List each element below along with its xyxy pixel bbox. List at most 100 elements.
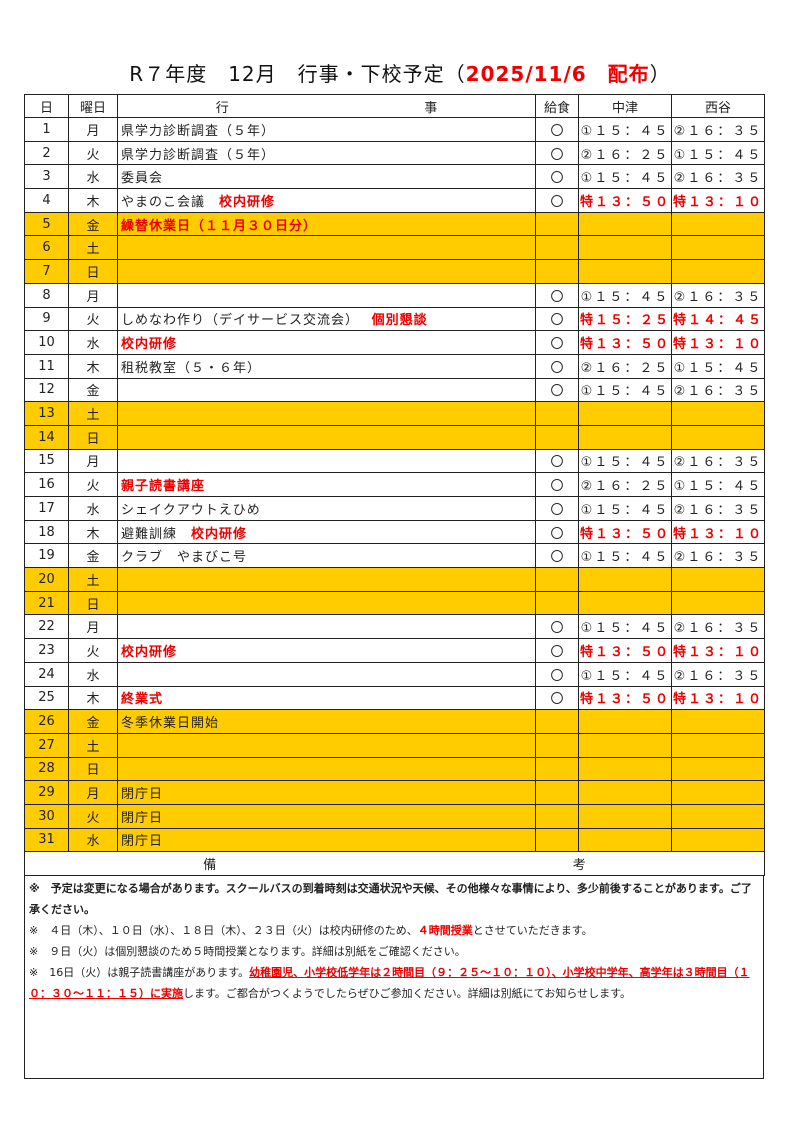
nakatsu-time: ①１５：４５ [578,282,672,308]
nakatsu-time: 特１３：５０ [578,188,672,213]
table-row: 7 日 [24,259,765,284]
schedule-table: 日 曜日 行事 給食 中津 西谷 1 月 県学力診断調査（５年） 〇 ①１５：４… [24,94,765,877]
day-cell: 31 [24,827,69,853]
event-cell [117,614,536,640]
table-row: 5 金 繰替休業日（１１月３０日分） [24,211,765,237]
header-nishidani: 西谷 [671,94,765,118]
day-cell: 16 [24,472,69,497]
day-cell: 11 [24,353,69,379]
weekday-cell: 月 [68,282,118,308]
nakatsu-time: ①１５：４５ [578,377,672,403]
table-row: 27 土 [24,732,765,758]
day-cell: 9 [24,306,69,332]
weekday-cell: 月 [68,614,118,640]
event-cell [117,590,536,616]
weekday-cell: 土 [68,567,118,592]
table-row: 8 月 〇 ①１５：４５ ②１６：３５ [24,282,765,308]
lunch-cell: 〇 [535,188,579,213]
weekday-cell: 金 [68,543,118,569]
nishidani-time: ②１６：３５ [671,614,765,640]
lunch-cell [535,756,579,782]
event-cell: 租税教室（５・６年） [117,353,536,379]
nishidani-time: ②１６：３５ [671,282,765,308]
event-cell: 終業式 [117,685,536,711]
nakatsu-time [578,709,672,734]
event-cell: 避難訓練 校内研修 [117,519,536,545]
weekday-cell: 日 [68,424,118,450]
weekday-cell: 火 [68,803,118,829]
nishidani-time [671,590,765,616]
day-cell: 26 [24,709,69,734]
event-cell: 冬季休業日開始 [117,709,536,734]
weekday-cell: 月 [68,117,118,142]
day-cell: 13 [24,401,69,426]
lunch-cell: 〇 [535,496,579,521]
table-row: 10 水 校内研修 〇 特１３：５０ 特１３：１０ [24,330,765,355]
day-cell: 25 [24,685,69,711]
lunch-cell: 〇 [535,164,579,190]
table-row: 16 火 親子読書講座 〇 ②１６：２５ ①１５：４５ [24,472,765,497]
note-item: ※ 16日（火）は親子読書講座があります。幼稚園児、小学校低学年は２時間目（９：… [29,966,750,1000]
lunch-cell [535,424,579,450]
event-cell [117,567,536,592]
day-cell: 24 [24,661,69,687]
event-cell [117,424,536,450]
weekday-cell: 日 [68,259,118,284]
event-cell: 委員会 [117,164,536,190]
nakatsu-time [578,259,672,284]
event-cell [117,448,536,474]
nishidani-time: 特１３：１０ [671,519,765,545]
weekday-cell: 火 [68,638,118,663]
table-row: 2 火 県学力診断調査（５年） 〇 ②１６：２５ ①１５：４５ [24,140,765,166]
lunch-cell: 〇 [535,543,579,569]
table-row: 9 火 しめなわ作り（デイサービス交流会） 個別懇談 〇 特１５：２５ 特１４：… [24,306,765,332]
weekday-cell: 水 [68,164,118,190]
day-cell: 3 [24,164,69,190]
nishidani-time [671,756,765,782]
weekday-cell: 木 [68,519,118,545]
table-row: 22 月 〇 ①１５：４５ ②１６：３５ [24,614,765,640]
day-cell: 2 [24,140,69,166]
lunch-cell: 〇 [535,377,579,403]
nakatsu-time: ②１６：２５ [578,353,672,379]
table-row: 31 水 閉庁日 [24,827,765,853]
event-cell [117,401,536,426]
table-row: 30 火 閉庁日 [24,803,765,829]
day-cell: 1 [24,117,69,142]
nishidani-time [671,259,765,284]
day-cell: 27 [24,732,69,758]
header-lunch: 給食 [535,94,579,118]
day-cell: 29 [24,780,69,805]
weekday-cell: 木 [68,353,118,379]
event-cell [117,259,536,284]
lunch-cell: 〇 [535,661,579,687]
lunch-cell: 〇 [535,306,579,332]
nishidani-time [671,401,765,426]
lunch-cell [535,590,579,616]
nishidani-time: 特１３：１０ [671,685,765,711]
nakatsu-time [578,424,672,450]
weekday-cell: 土 [68,401,118,426]
page-title: R７年度 12月 行事・下校予定（2025/11/6 配布） [129,62,671,86]
nakatsu-time [578,401,672,426]
nishidani-time: ②１６：３５ [671,377,765,403]
table-row: 24 水 〇 ①１５：４５ ②１６：３５ [24,661,765,687]
weekday-cell: 水 [68,827,118,853]
day-cell: 14 [24,424,69,450]
lunch-cell [535,827,579,853]
event-cell: 閉庁日 [117,780,536,805]
nishidani-time [671,827,765,853]
lunch-cell: 〇 [535,638,579,663]
nakatsu-time [578,732,672,758]
weekday-cell: 日 [68,590,118,616]
remarks-notes: ※ 予定は変更になる場合があります。スクールバスの到着時刻は交通状況や天候、その… [24,876,764,1079]
lunch-cell [535,259,579,284]
distribution-date: 2025/11/6 配布 [465,62,650,86]
event-cell [117,377,536,403]
header-weekday: 曜日 [68,94,118,118]
nakatsu-time: ①１５：４５ [578,496,672,521]
event-cell [117,756,536,782]
lunch-cell [535,803,579,829]
nakatsu-time: 特１３：５０ [578,330,672,355]
day-cell: 12 [24,377,69,403]
